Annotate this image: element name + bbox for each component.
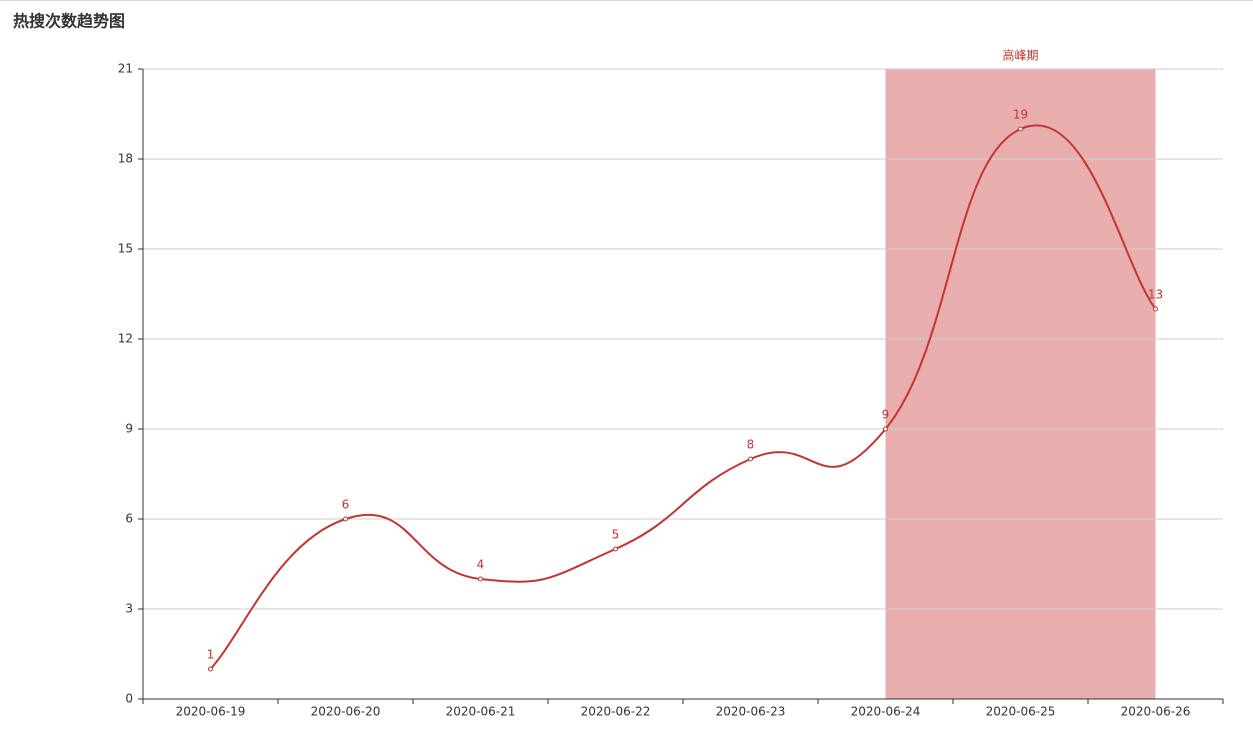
data-label: 5 bbox=[612, 528, 620, 542]
data-label: 4 bbox=[477, 558, 485, 572]
point bbox=[613, 546, 618, 552]
x-tick-label: 2020-06-20 bbox=[311, 705, 381, 719]
x-tick-label: 2020-06-25 bbox=[986, 705, 1056, 719]
point bbox=[748, 456, 753, 462]
x-tick-label: 2020-06-19 bbox=[176, 705, 246, 719]
chart-title: 热搜次数趋势图 bbox=[13, 12, 125, 31]
data-label: 6 bbox=[342, 498, 350, 512]
y-tick-label: 6 bbox=[125, 512, 133, 526]
x-tick-label: 2020-06-26 bbox=[1121, 705, 1191, 719]
point bbox=[883, 426, 888, 432]
data-label: 19 bbox=[1013, 108, 1028, 122]
y-tick-label: 18 bbox=[118, 152, 133, 166]
data-label: 1 bbox=[207, 648, 215, 662]
x-tick-label: 2020-06-24 bbox=[851, 705, 921, 719]
y-tick-label: 0 bbox=[125, 692, 133, 706]
point bbox=[1153, 306, 1158, 312]
point bbox=[478, 576, 483, 582]
point bbox=[208, 666, 213, 672]
x-tick-label: 2020-06-22 bbox=[581, 705, 651, 719]
data-label: 9 bbox=[882, 408, 890, 422]
data-label: 13 bbox=[1148, 288, 1163, 302]
mark-area-label: 高峰期 bbox=[1002, 48, 1038, 63]
mark-area bbox=[885, 69, 1156, 699]
point bbox=[343, 516, 348, 522]
y-tick-label: 9 bbox=[125, 422, 133, 436]
x-tick-label: 2020-06-21 bbox=[446, 705, 516, 719]
point bbox=[1018, 126, 1023, 132]
x-tick-label: 2020-06-23 bbox=[716, 705, 786, 719]
data-label: 8 bbox=[747, 438, 755, 452]
y-tick-label: 21 bbox=[118, 62, 133, 76]
y-tick-label: 12 bbox=[118, 332, 133, 346]
y-tick-label: 15 bbox=[118, 242, 133, 256]
y-tick-label: 3 bbox=[125, 602, 133, 616]
